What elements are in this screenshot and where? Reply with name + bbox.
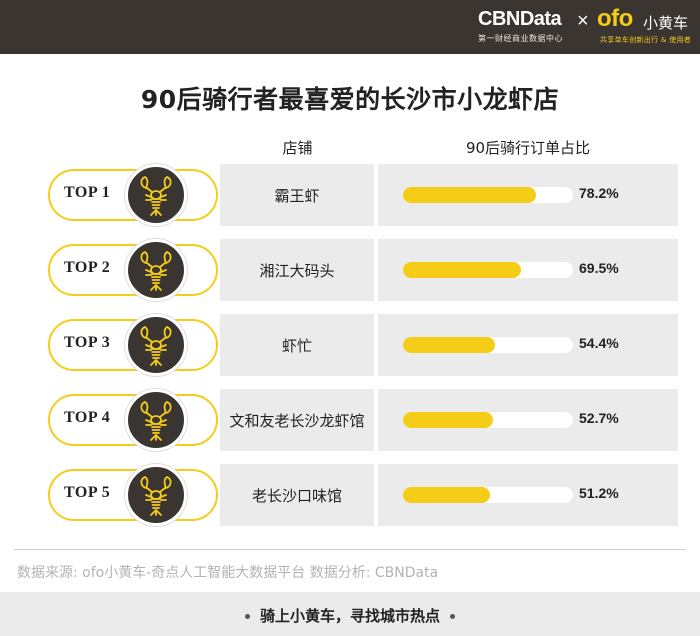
bar-track bbox=[403, 187, 573, 203]
data-source: 数据来源: ofo小黄车-奇点人工智能大数据平台 数据分析: CBNData bbox=[17, 565, 439, 581]
bar-track bbox=[403, 337, 573, 353]
ranking-row: TOP 3 虾忙 54.4% bbox=[0, 314, 700, 376]
bar-cell: 52.7% bbox=[378, 389, 678, 451]
bar-track bbox=[403, 487, 573, 503]
bar-cell: 78.2% bbox=[378, 164, 678, 226]
bar-cell: 69.5% bbox=[378, 239, 678, 301]
rank-label: TOP 1 bbox=[64, 184, 111, 201]
bar bbox=[403, 337, 496, 353]
bullet-dot-icon bbox=[450, 614, 455, 619]
cbndata-tagline: 第一财经商业数据中心 bbox=[478, 34, 563, 43]
footer-banner: 骑上小黄车，寻找城市热点 bbox=[0, 592, 700, 636]
lobster-icon bbox=[125, 389, 187, 451]
footer-text: 骑上小黄车，寻找城市热点 bbox=[259, 607, 440, 625]
rank-label: TOP 4 bbox=[64, 409, 111, 426]
value-label: 78.2% bbox=[579, 185, 619, 201]
bullet-dot-icon bbox=[244, 614, 250, 619]
bar-track bbox=[403, 262, 573, 278]
bar-cell: 51.2% bbox=[378, 464, 678, 526]
bar bbox=[403, 487, 491, 503]
brand-bar: CBNData 第一财经商业数据中心 × ofo 小黄车 共享单车创新出行 & … bbox=[0, 0, 700, 54]
lobster-icon bbox=[125, 164, 187, 226]
lobster-icon bbox=[125, 239, 187, 301]
lobster-icon bbox=[125, 314, 187, 376]
ranking-row: TOP 1 霸王虾 78.2% bbox=[0, 164, 700, 226]
store-name: 文和友老长沙龙虾馆 bbox=[220, 389, 374, 451]
store-name: 老长沙口味馆 bbox=[220, 464, 374, 526]
bar-cell: 54.4% bbox=[378, 314, 678, 376]
value-label: 69.5% bbox=[579, 260, 619, 276]
ranking-row: TOP 2 湘江大码头 69.5% bbox=[0, 239, 700, 301]
bar bbox=[403, 187, 536, 203]
rank-label: TOP 3 bbox=[64, 334, 111, 351]
ofo-tagline: 共享单车创新出行 & 使用者 bbox=[600, 36, 692, 44]
store-name: 霸王虾 bbox=[220, 164, 374, 226]
ofo-logo: ofo bbox=[597, 5, 633, 32]
lobster-icon bbox=[125, 464, 187, 526]
bar bbox=[403, 262, 522, 278]
value-label: 52.7% bbox=[579, 410, 619, 426]
divider bbox=[14, 549, 686, 550]
value-label: 51.2% bbox=[579, 485, 619, 501]
bar-track bbox=[403, 412, 573, 428]
column-header-store: 店铺 bbox=[282, 139, 313, 157]
value-label: 54.4% bbox=[579, 335, 619, 351]
bar bbox=[403, 412, 493, 428]
footer-slogan: 骑上小黄车，寻找城市热点 bbox=[0, 605, 700, 626]
brand-separator: × bbox=[577, 10, 589, 32]
ranking-row: TOP 5 老长沙口味馆 51.2% bbox=[0, 464, 700, 526]
ofo-name: 小黄车 bbox=[643, 14, 689, 32]
column-header-share: 90后骑行订单占比 bbox=[465, 139, 591, 157]
store-name: 虾忙 bbox=[220, 314, 374, 376]
rank-label: TOP 5 bbox=[64, 484, 111, 501]
chart-title: 90后骑行者最喜爱的长沙市小龙虾店 bbox=[140, 85, 560, 114]
rank-label: TOP 2 bbox=[64, 259, 111, 276]
ranking-row: TOP 4 文和友老长沙龙虾馆 52.7% bbox=[0, 389, 700, 451]
store-name: 湘江大码头 bbox=[220, 239, 374, 301]
cbndata-logo: CBNData bbox=[478, 8, 562, 30]
